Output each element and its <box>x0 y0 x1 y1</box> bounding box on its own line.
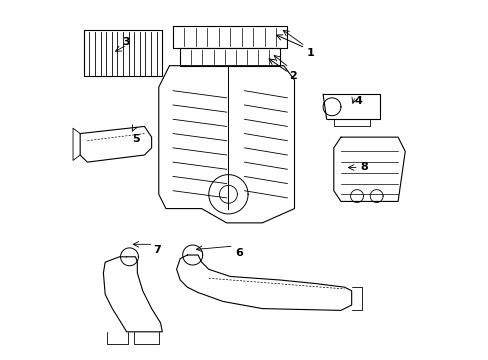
Text: 7: 7 <box>153 245 161 255</box>
Text: 4: 4 <box>354 96 362 107</box>
Text: 3: 3 <box>122 37 130 48</box>
Text: 5: 5 <box>131 134 139 144</box>
Text: 6: 6 <box>235 248 243 258</box>
Text: 2: 2 <box>288 71 296 81</box>
Text: 8: 8 <box>360 162 367 172</box>
Text: 1: 1 <box>306 48 314 58</box>
